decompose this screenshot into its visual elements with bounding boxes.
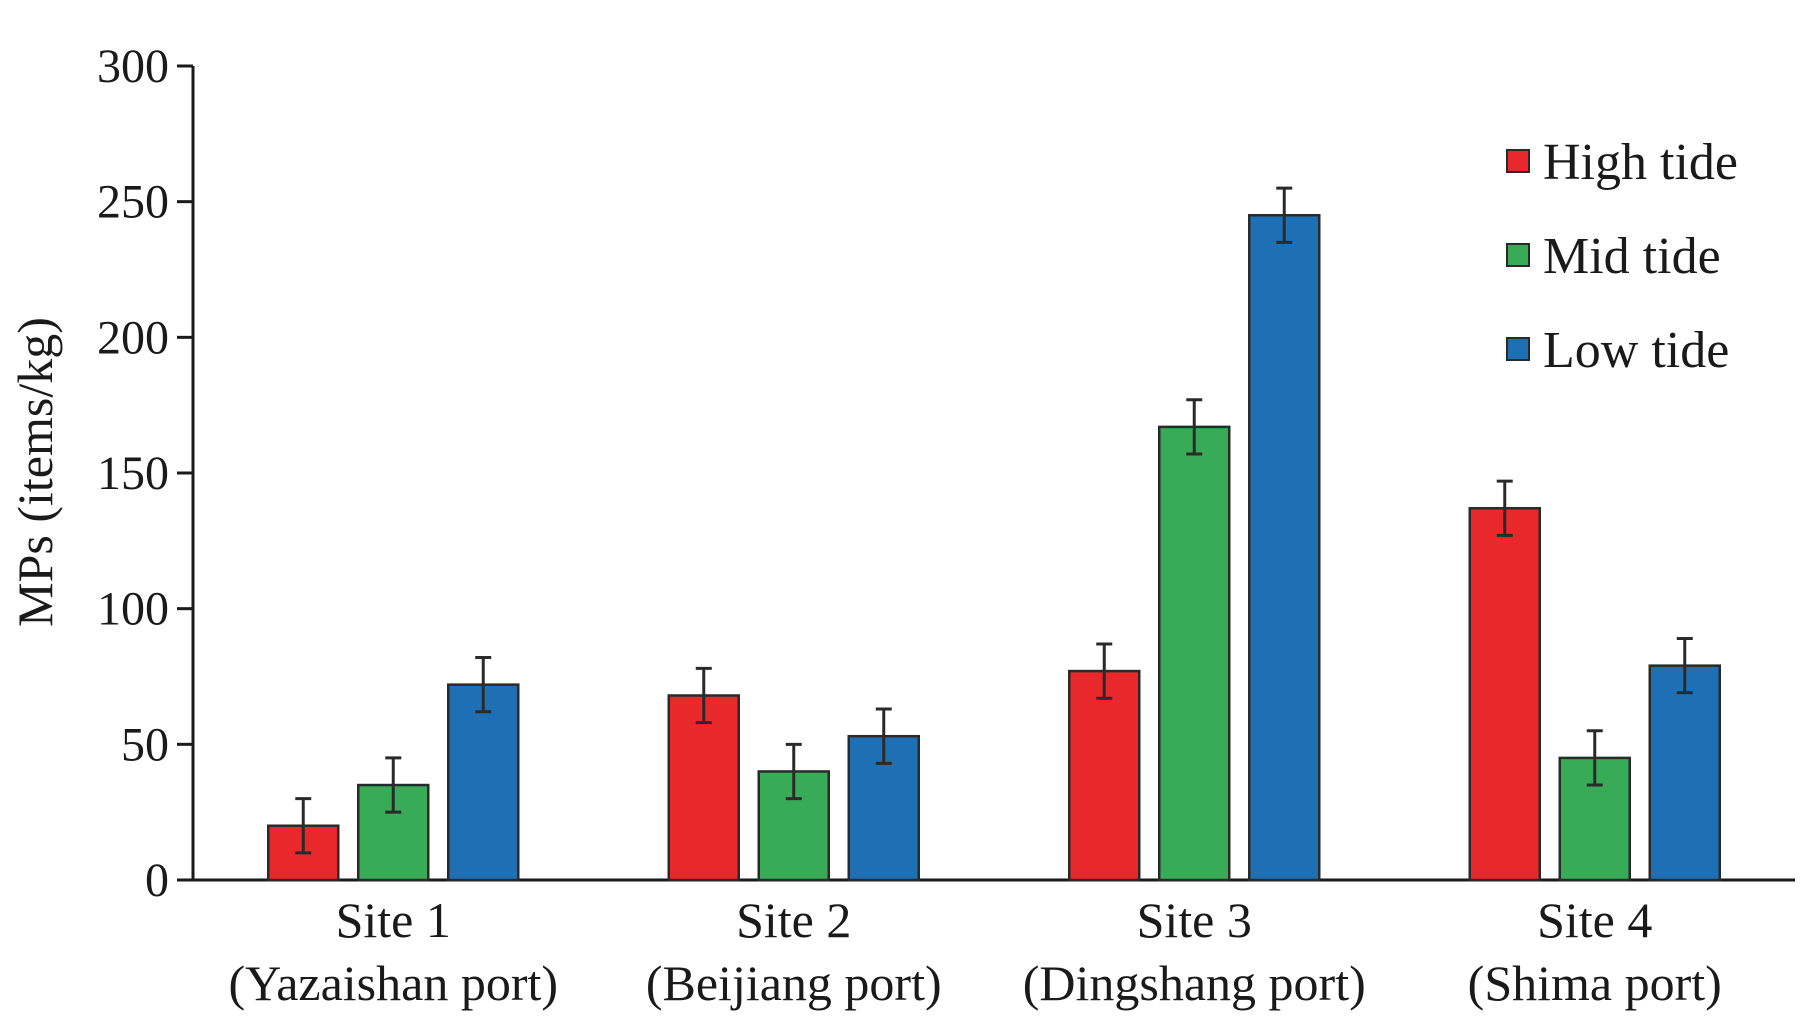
bar	[1248, 213, 1321, 882]
legend-swatch	[1506, 337, 1530, 361]
y-tick-label: 150	[97, 447, 169, 500]
x-tick-sublabel: (Beijiang port)	[646, 955, 942, 1011]
y-tick-label: 200	[97, 311, 169, 364]
bar	[847, 734, 920, 882]
bar	[667, 694, 740, 882]
y-axis: 0 50 100 150 200 250 300	[97, 40, 195, 907]
x-tick-sublabel: (Dingshang port)	[1023, 955, 1366, 1011]
y-tick-label: 0	[145, 854, 169, 907]
legend-swatch	[1506, 243, 1530, 267]
legend-label: Mid tide	[1543, 228, 1721, 285]
legend-label: Low tide	[1543, 322, 1729, 379]
bars	[267, 213, 1721, 882]
y-tick-label: 300	[97, 40, 169, 93]
x-tick-label: Site 4	[1537, 892, 1652, 948]
x-tick-sublabel: (Shima port)	[1468, 955, 1722, 1011]
y-tick-label: 50	[121, 718, 169, 771]
y-tick-label: 250	[97, 176, 169, 229]
legend-label: High tide	[1543, 134, 1738, 191]
y-axis-label: MPs (items/kg)	[7, 317, 63, 627]
x-tick-sublabel: (Yazaishan port)	[228, 955, 558, 1011]
legend-swatch	[1506, 149, 1530, 173]
bar	[1158, 425, 1231, 882]
x-axis: Site 1 (Yazaishan port) Site 2 (Beijiang po…	[193, 878, 1795, 1011]
bar	[1068, 669, 1141, 882]
legend: High tide Mid tide Low tide	[1506, 134, 1738, 379]
x-tick-label: Site 3	[1137, 892, 1252, 948]
bar	[1468, 507, 1541, 882]
bar	[447, 683, 520, 882]
x-tick-label: Site 1	[336, 892, 451, 948]
x-tick-label: Site 2	[736, 892, 851, 948]
bar	[1648, 664, 1721, 882]
error-bars	[295, 186, 1693, 855]
y-tick-label: 100	[97, 583, 169, 636]
